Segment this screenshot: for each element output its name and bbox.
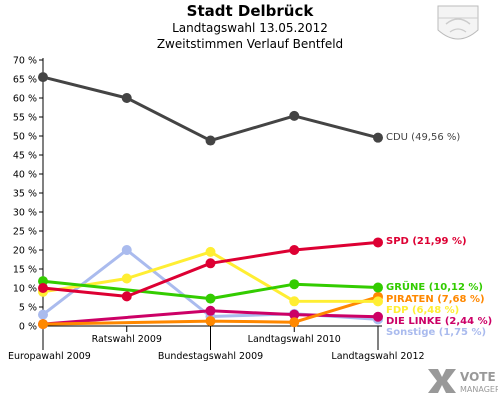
series-end-label: Sonstige (1,75 %): [386, 327, 486, 338]
x-tick-label: Ratswahl 2009: [92, 334, 162, 345]
x-tick-label: Europawahl 2009: [8, 351, 91, 362]
x-tick-label: Landtagswahl 2010: [248, 334, 341, 345]
vote-manager-logo: VOTE MANAGER: [428, 369, 498, 394]
data-point-cdu: [373, 132, 383, 143]
chart-subtitle-2: Zweitstimmen Verlauf Bentfeld: [156, 37, 344, 51]
data-point-sonstige: [121, 245, 132, 255]
data-point-gr-ne: [373, 282, 383, 293]
data-point-cdu: [205, 135, 216, 146]
y-tick-label: 65 %: [13, 75, 37, 86]
series-end-label: CDU (49,56 %): [386, 132, 460, 143]
data-point-gr-ne: [289, 279, 300, 290]
data-point-cdu: [38, 72, 48, 83]
vote-manager-logo-word-2: MANAGER: [460, 385, 498, 394]
vote-manager-logo-word-1: VOTE: [460, 370, 496, 384]
data-point-die-linke: [289, 309, 300, 320]
y-tick-label: 30 %: [13, 208, 37, 219]
data-point-cdu: [121, 93, 132, 103]
data-point-piraten: [38, 319, 48, 330]
data-point-spd: [205, 258, 216, 269]
y-tick-label: 25 %: [13, 227, 37, 238]
series-line-die-linke: [42, 309, 379, 326]
y-tick-label: 70 %: [13, 56, 37, 67]
data-point-gr-ne: [38, 276, 48, 287]
y-tick-label: 0 %: [19, 322, 37, 333]
y-tick-label: 60 %: [13, 94, 37, 105]
series-end-label: GRÜNE (10,12 %): [386, 279, 483, 293]
data-point-spd: [38, 283, 48, 293]
y-tick-label: 55 %: [13, 113, 37, 124]
data-point-piraten: [205, 316, 216, 327]
series-line-gr-ne: [42, 279, 379, 301]
series-end-label: FDP (6,48 %): [386, 305, 459, 316]
series-end-label: DIE LINKE (2,44 %): [386, 316, 492, 327]
x-tick-label: Bundestagswahl 2009: [158, 351, 263, 362]
data-point-die-linke: [373, 311, 383, 322]
y-tick-label: 40 %: [13, 170, 37, 181]
data-point-die-linke: [205, 305, 216, 316]
data-point-sonstige: [38, 309, 48, 320]
data-point-spd: [121, 291, 132, 302]
chart-subtitle: Landtagswahl 13.05.2012: [172, 21, 328, 35]
data-point-fdp: [289, 296, 300, 307]
data-point-spd: [373, 237, 383, 248]
y-tick-label: 45 %: [13, 151, 37, 162]
data-point-cdu: [289, 110, 300, 121]
y-tick-label: 15 %: [13, 265, 37, 276]
data-point-spd: [289, 245, 300, 255]
chart-title: Stadt Delbrück: [186, 2, 314, 20]
data-point-fdp: [121, 273, 132, 284]
data-point-gr-ne: [205, 293, 216, 304]
series-line-cdu: [42, 75, 379, 143]
series-end-label: SPD (21,99 %): [386, 236, 467, 247]
data-point-fdp: [373, 296, 383, 307]
coat-of-arms-logo: [437, 5, 479, 40]
y-tick-label: 20 %: [13, 246, 37, 257]
y-tick-label: 10 %: [13, 284, 37, 295]
series-end-label: PIRATEN (7,68 %): [386, 294, 485, 305]
y-tick-label: 50 %: [13, 132, 37, 143]
data-point-fdp: [205, 246, 216, 257]
series-line-piraten: [42, 295, 379, 326]
y-tick-label: 35 %: [13, 189, 37, 200]
y-tick-label: 5 %: [19, 303, 37, 314]
x-tick-label: Landtagswahl 2012: [331, 351, 424, 362]
data-point-piraten: [289, 317, 300, 328]
